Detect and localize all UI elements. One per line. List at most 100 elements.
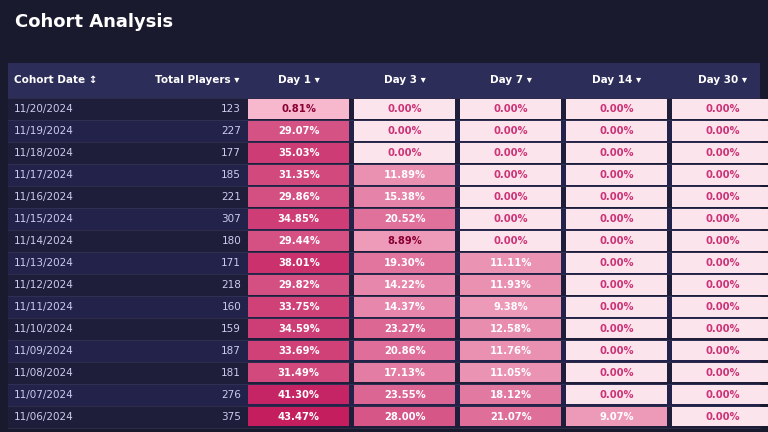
Bar bbox=[8, 120, 760, 142]
Text: 0.00%: 0.00% bbox=[387, 126, 422, 136]
Bar bbox=[8, 208, 760, 230]
Text: 0.00%: 0.00% bbox=[493, 192, 528, 202]
Text: Cohort Analysis: Cohort Analysis bbox=[15, 13, 174, 31]
Bar bbox=[672, 253, 768, 273]
Bar bbox=[566, 231, 667, 251]
Bar bbox=[460, 209, 561, 229]
Text: 0.00%: 0.00% bbox=[493, 214, 528, 224]
Text: 171: 171 bbox=[221, 258, 241, 268]
Bar bbox=[8, 142, 760, 164]
Text: 33.69%: 33.69% bbox=[278, 346, 319, 356]
Bar bbox=[354, 143, 455, 163]
Text: 31.49%: 31.49% bbox=[278, 368, 319, 378]
Bar bbox=[354, 297, 455, 317]
Bar bbox=[248, 341, 349, 360]
Text: 0.00%: 0.00% bbox=[599, 126, 634, 136]
Bar bbox=[460, 385, 561, 404]
Text: 11/13/2024: 11/13/2024 bbox=[14, 258, 74, 268]
Text: 0.81%: 0.81% bbox=[281, 104, 316, 114]
Text: 0.00%: 0.00% bbox=[599, 324, 634, 334]
Bar bbox=[460, 187, 561, 206]
Text: 0.00%: 0.00% bbox=[705, 412, 740, 422]
Text: 8.89%: 8.89% bbox=[387, 236, 422, 246]
Text: 0.00%: 0.00% bbox=[705, 258, 740, 268]
Bar bbox=[248, 231, 349, 251]
Text: 34.85%: 34.85% bbox=[278, 214, 319, 224]
Text: 185: 185 bbox=[221, 170, 241, 180]
Bar bbox=[354, 99, 455, 119]
Bar bbox=[8, 98, 760, 120]
Bar bbox=[566, 187, 667, 206]
Bar bbox=[566, 253, 667, 273]
Text: 34.59%: 34.59% bbox=[278, 324, 319, 334]
Bar bbox=[566, 275, 667, 295]
Text: 11/16/2024: 11/16/2024 bbox=[14, 192, 74, 202]
Text: 218: 218 bbox=[221, 280, 241, 290]
Text: 0.00%: 0.00% bbox=[705, 148, 740, 158]
Text: 159: 159 bbox=[221, 324, 241, 334]
Bar bbox=[460, 319, 561, 339]
Bar bbox=[8, 274, 760, 296]
Text: 0.00%: 0.00% bbox=[599, 236, 634, 246]
Bar bbox=[8, 340, 760, 362]
Bar bbox=[566, 385, 667, 404]
Bar bbox=[566, 99, 667, 119]
Bar bbox=[460, 363, 561, 382]
Text: 0.00%: 0.00% bbox=[705, 302, 740, 312]
Bar bbox=[8, 362, 760, 384]
Bar bbox=[672, 385, 768, 404]
Text: 11/07/2024: 11/07/2024 bbox=[14, 390, 74, 400]
Text: 0.00%: 0.00% bbox=[599, 302, 634, 312]
Text: 0.00%: 0.00% bbox=[705, 346, 740, 356]
Text: 17.13%: 17.13% bbox=[384, 368, 425, 378]
Bar bbox=[354, 187, 455, 206]
Text: 181: 181 bbox=[221, 368, 241, 378]
Bar bbox=[672, 275, 768, 295]
Text: 0.00%: 0.00% bbox=[705, 368, 740, 378]
Text: 0.00%: 0.00% bbox=[599, 346, 634, 356]
Text: 307: 307 bbox=[221, 214, 241, 224]
Bar bbox=[460, 407, 561, 426]
Text: 0.00%: 0.00% bbox=[599, 148, 634, 158]
Text: 41.30%: 41.30% bbox=[278, 390, 319, 400]
Text: 19.30%: 19.30% bbox=[384, 258, 425, 268]
Text: 227: 227 bbox=[221, 126, 241, 136]
Text: 38.01%: 38.01% bbox=[278, 258, 319, 268]
Text: 11/08/2024: 11/08/2024 bbox=[14, 368, 74, 378]
Bar bbox=[354, 253, 455, 273]
Text: 20.86%: 20.86% bbox=[384, 346, 425, 356]
Bar bbox=[354, 231, 455, 251]
Bar bbox=[566, 209, 667, 229]
Bar bbox=[566, 143, 667, 163]
Bar bbox=[248, 121, 349, 141]
Text: 11/12/2024: 11/12/2024 bbox=[14, 280, 74, 290]
Text: 0.00%: 0.00% bbox=[705, 280, 740, 290]
Text: Day 7 ▾: Day 7 ▾ bbox=[490, 75, 531, 86]
Text: 0.00%: 0.00% bbox=[599, 170, 634, 180]
Text: Cohort Date ↕: Cohort Date ↕ bbox=[14, 75, 98, 86]
Bar bbox=[460, 99, 561, 119]
Text: 11/11/2024: 11/11/2024 bbox=[14, 302, 74, 312]
Text: 15.38%: 15.38% bbox=[384, 192, 425, 202]
Bar bbox=[248, 143, 349, 163]
Text: Total Players ▾: Total Players ▾ bbox=[155, 75, 240, 86]
Bar bbox=[460, 231, 561, 251]
Bar bbox=[672, 341, 768, 360]
Bar bbox=[460, 297, 561, 317]
Text: 0.00%: 0.00% bbox=[493, 148, 528, 158]
Bar bbox=[248, 297, 349, 317]
Bar bbox=[354, 165, 455, 184]
Bar bbox=[566, 341, 667, 360]
Bar bbox=[248, 187, 349, 206]
Bar bbox=[8, 63, 760, 98]
Text: 0.00%: 0.00% bbox=[493, 126, 528, 136]
Bar bbox=[566, 407, 667, 426]
Bar bbox=[354, 209, 455, 229]
Text: 0.00%: 0.00% bbox=[599, 368, 634, 378]
Bar bbox=[566, 121, 667, 141]
Bar bbox=[8, 296, 760, 318]
Bar bbox=[460, 275, 561, 295]
Bar bbox=[8, 318, 760, 340]
Text: 9.07%: 9.07% bbox=[599, 412, 634, 422]
Bar bbox=[672, 363, 768, 382]
